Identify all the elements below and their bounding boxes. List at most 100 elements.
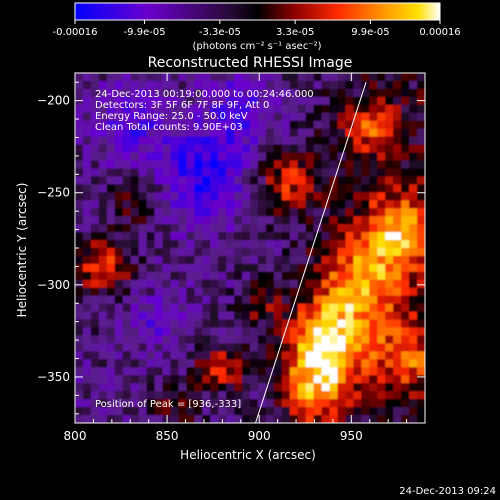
heatmap-cell — [273, 255, 283, 265]
heatmap-cell — [122, 200, 132, 209]
heatmap-cell — [90, 295, 100, 305]
heatmap-cell — [361, 216, 370, 225]
heatmap-cell — [265, 96, 275, 106]
heatmap-cell — [90, 224, 100, 233]
heatmap-cell — [122, 383, 132, 392]
heatmap-cell — [122, 263, 132, 273]
heatmap-cell — [257, 104, 267, 114]
heatmap-cell — [337, 136, 347, 146]
heatmap-cell — [401, 96, 410, 106]
heatmap-cell — [106, 383, 116, 392]
heatmap-cell — [194, 112, 203, 122]
heatmap-cell — [138, 120, 148, 130]
heatmap-cell — [361, 96, 370, 106]
heatmap-cell — [114, 263, 124, 273]
heatmap-cell — [202, 335, 211, 345]
heatmap-cell — [114, 359, 124, 368]
heatmap-cell — [297, 255, 307, 265]
heatmap-cell — [75, 287, 84, 297]
heatmap-cell — [385, 295, 394, 305]
heatmap-cell — [289, 88, 299, 98]
heatmap-cell — [353, 208, 362, 217]
heatmap-cell — [273, 407, 283, 416]
heatmap-cell — [313, 367, 323, 376]
heatmap-cell — [369, 248, 378, 257]
heatmap-cell — [377, 391, 386, 400]
heatmap-cell — [337, 359, 347, 368]
heatmap-cell — [75, 240, 84, 249]
heatmap-cell — [393, 359, 402, 368]
heatmap-cell — [417, 375, 425, 384]
heatmap-cell — [130, 248, 140, 257]
heatmap-cell — [257, 80, 267, 90]
heatmap-cell — [345, 311, 354, 321]
heatmap-cell — [202, 415, 211, 423]
heatmap-cell — [305, 144, 315, 154]
heatmap-cell — [130, 184, 140, 193]
heatmap-cell — [289, 335, 299, 345]
heatmap-cell — [226, 168, 235, 177]
heatmap-cell — [170, 335, 179, 345]
heatmap-cell — [146, 216, 156, 225]
heatmap-cell — [170, 128, 179, 138]
heatmap-cell — [210, 359, 219, 368]
heatmap-cell — [138, 343, 148, 352]
heatmap-cell — [289, 391, 299, 400]
x-tick-label: 850 — [156, 429, 179, 443]
heatmap-cell — [345, 224, 354, 233]
heatmap-cell — [114, 176, 124, 185]
heatmap-cell — [122, 343, 132, 352]
heatmap-cell — [313, 160, 323, 170]
heatmap-cell — [210, 383, 219, 392]
heatmap-cell — [218, 128, 227, 138]
heatmap-cell — [130, 240, 140, 249]
heatmap-cell — [265, 88, 275, 98]
heatmap-cell — [154, 248, 164, 257]
heatmap-cell — [401, 80, 410, 90]
heatmap-cell — [377, 255, 386, 265]
heatmap-cell — [178, 104, 187, 114]
heatmap-cell — [178, 136, 187, 146]
heatmap-cell — [393, 192, 402, 201]
heatmap-cell — [385, 88, 394, 98]
heatmap-cell — [114, 415, 124, 423]
heatmap-cell — [337, 303, 347, 313]
heatmap-cell — [178, 73, 187, 82]
heatmap-cell — [82, 128, 92, 138]
heatmap-cell — [242, 279, 251, 289]
heatmap-cell — [114, 255, 124, 265]
heatmap-cell — [242, 184, 251, 193]
heatmap-cell — [369, 80, 378, 90]
heatmap-cell — [257, 359, 267, 368]
heatmap-cell — [202, 104, 211, 114]
heatmap-cell — [369, 216, 378, 225]
heatmap-cell — [162, 80, 172, 90]
heatmap-cell — [289, 96, 299, 106]
heatmap-cell — [337, 73, 347, 82]
heatmap-cell — [393, 295, 402, 305]
heatmap-cell — [170, 120, 179, 130]
heatmap-cell — [82, 319, 92, 329]
heatmap-cell — [265, 271, 275, 281]
heatmap-cell — [305, 303, 315, 313]
heatmap-cell — [98, 200, 108, 209]
heatmap-cell — [313, 176, 323, 185]
heatmap-cell — [401, 351, 410, 360]
heatmap-cell — [393, 73, 402, 82]
heatmap-cell — [345, 184, 354, 193]
heatmap-cell — [178, 152, 187, 162]
heatmap-cell — [281, 120, 291, 130]
heatmap-cell — [122, 216, 132, 225]
heatmap-cell — [305, 208, 315, 217]
heatmap-cell — [202, 407, 211, 416]
heatmap-cell — [186, 160, 195, 170]
heatmap-cell — [106, 192, 116, 201]
heatmap-cell — [273, 295, 283, 305]
heatmap-cell — [170, 96, 179, 106]
heatmap-cell — [82, 311, 92, 321]
heatmap-cell — [361, 303, 370, 313]
heatmap-cell — [202, 287, 211, 297]
heatmap-cell — [194, 407, 203, 416]
heatmap-cell — [75, 144, 84, 154]
heatmap-cell — [106, 248, 116, 257]
